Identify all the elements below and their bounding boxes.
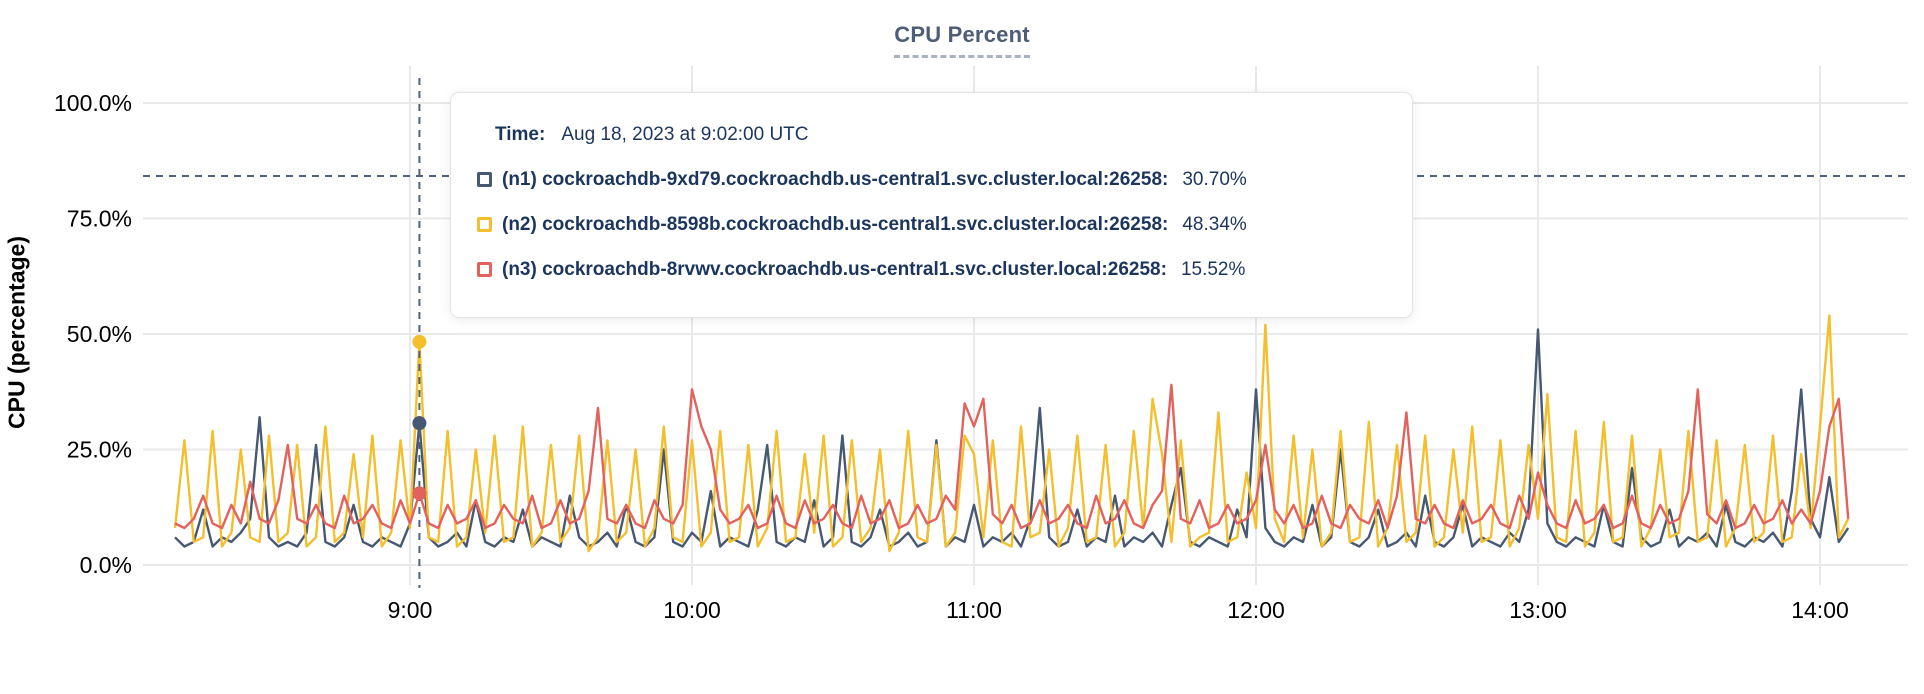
x-tick-label: 10:00 <box>663 597 721 623</box>
y-tick-label: 100.0% <box>54 90 132 116</box>
x-tick-label: 14:00 <box>1791 597 1849 623</box>
series-line-n3 <box>174 383 1850 530</box>
series-n1-swatch-icon <box>477 172 492 187</box>
series-n3-label: (n3) cockroachdb-8rvwv.cockroachdb.us-ce… <box>502 258 1167 280</box>
series-n3-swatch-icon <box>477 262 492 277</box>
series-n1-value: 30.70% <box>1182 168 1247 190</box>
y-tick-label: 75.0% <box>67 206 132 232</box>
tooltip-series-row-n2: (n2) cockroachdb-8598b.cockroachdb.us-ce… <box>477 202 1376 247</box>
series-line-n2 <box>173 314 1850 553</box>
tooltip-series-row-n1: (n1) cockroachdb-9xd79.cockroachdb.us-ce… <box>477 157 1376 202</box>
x-tick-label: 13:00 <box>1509 597 1567 623</box>
chart-header: CPU Percent <box>0 22 1924 58</box>
series-n2-label: (n2) cockroachdb-8598b.cockroachdb.us-ce… <box>502 213 1169 235</box>
x-tick-label: 11:00 <box>946 597 1002 623</box>
series-n2-swatch-icon <box>477 217 492 232</box>
chart-title: CPU Percent <box>894 22 1030 58</box>
series-layer <box>173 314 1850 553</box>
tooltip-time-value: Aug 18, 2023 at 9:02:00 UTC <box>561 124 809 145</box>
grid-layer <box>143 66 1908 585</box>
tooltip-time-row: Time: Aug 18, 2023 at 9:02:00 UTC <box>477 113 1376 157</box>
y-tick-label: 50.0% <box>67 321 132 347</box>
axis-labels: 0.0% 25.0% 50.0% 75.0% 100.0% 9:00 10:00 11:00 1… <box>54 90 1849 623</box>
cursor-point-n2 <box>412 334 427 349</box>
cursor-crosshair <box>143 78 1908 588</box>
tooltip-series-row-n3: (n3) cockroachdb-8rvwv.cockroachdb.us-ce… <box>477 247 1376 292</box>
y-tick-label: 0.0% <box>80 552 132 578</box>
series-n1-label: (n1) cockroachdb-9xd79.cockroachdb.us-ce… <box>502 168 1169 190</box>
y-tick-label: 25.0% <box>67 437 132 463</box>
x-tick-label: 9:00 <box>388 597 433 623</box>
series-n3-value: 15.52% <box>1180 258 1246 280</box>
series-n2-value: 48.34% <box>1182 213 1247 235</box>
hover-tooltip: Time: Aug 18, 2023 at 9:02:00 UTC (n1) c… <box>450 92 1413 318</box>
tooltip-time-label: Time: <box>495 124 546 145</box>
cursor-point-n1 <box>412 416 427 431</box>
x-tick-label: 12:00 <box>1227 597 1285 623</box>
cursor-point-n3 <box>412 486 427 501</box>
